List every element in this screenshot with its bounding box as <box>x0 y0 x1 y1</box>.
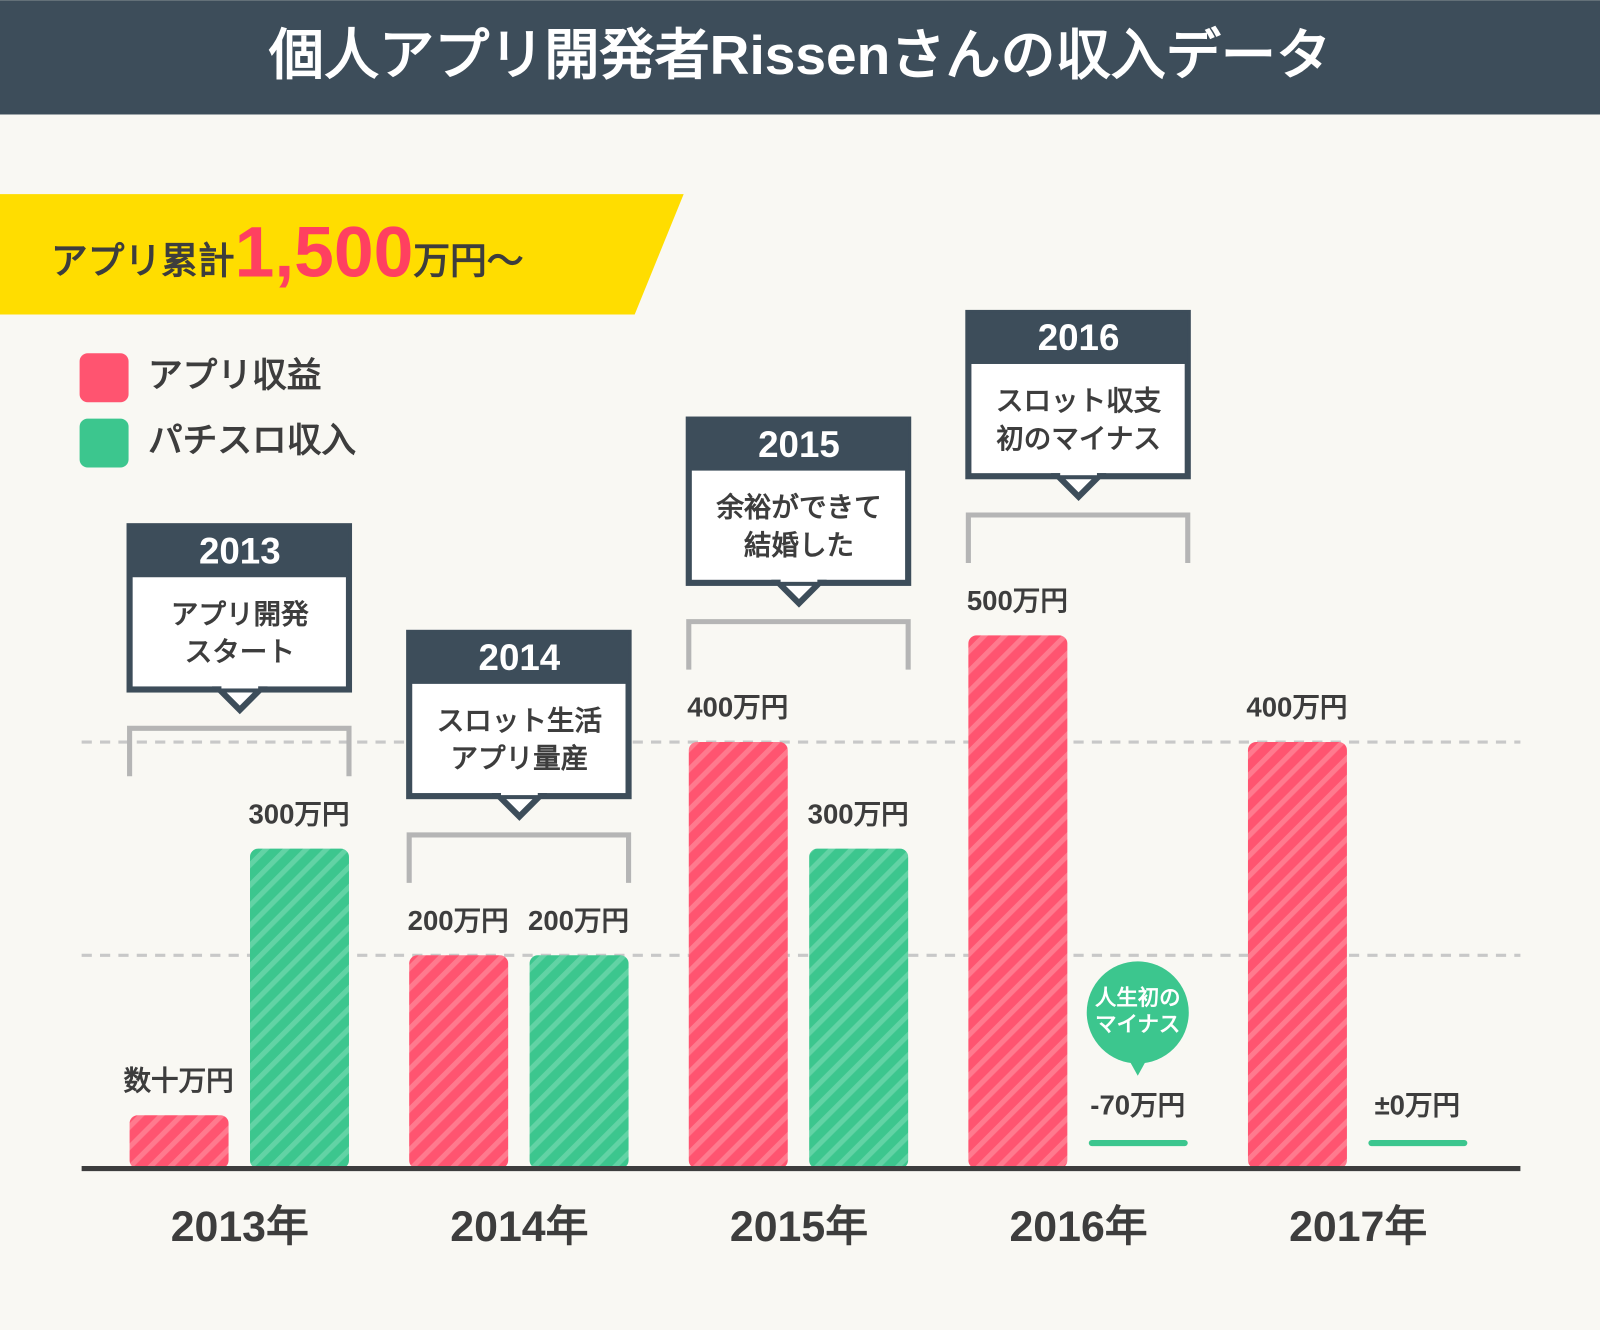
value-label: 200万円 <box>528 905 629 936</box>
callout-year: 2015 <box>758 424 840 465</box>
callout-text: スロット収支 <box>996 385 1162 416</box>
bubble-text: マイナス <box>1095 1012 1180 1036</box>
bar <box>409 955 509 1169</box>
x-tick-label: 2017年 <box>1289 1203 1427 1251</box>
legend-swatch <box>79 353 129 403</box>
bracket <box>406 832 632 883</box>
bubble-text: 人生初の <box>1095 985 1181 1010</box>
callout-text: 余裕ができて <box>715 492 881 523</box>
value-label: ±0万円 <box>1375 1090 1461 1121</box>
callout-header <box>409 632 629 684</box>
value-label: 300万円 <box>808 798 909 829</box>
callout-text: アプリ開発 <box>171 598 309 629</box>
callout-pointer <box>771 579 827 608</box>
callout-pointer <box>211 686 268 715</box>
value-label: 400万円 <box>687 692 788 723</box>
legend-swatch <box>79 418 129 468</box>
callout-text: スタート <box>185 636 295 667</box>
bar <box>968 635 1068 1169</box>
value-label: 500万円 <box>967 585 1068 616</box>
bar <box>688 742 788 1169</box>
value-label: 数十万円 <box>123 1065 233 1096</box>
callout-year: 2014 <box>479 637 561 678</box>
bubble-pointer <box>1127 1057 1148 1076</box>
callout-cover <box>221 683 259 689</box>
value-label: 400万円 <box>1246 692 1347 723</box>
callout-header <box>968 312 1188 364</box>
callout-pointer <box>1050 473 1107 501</box>
callout-text: 結婚した <box>744 529 854 560</box>
bar <box>1368 1140 1468 1147</box>
callout-header <box>688 419 909 471</box>
banner-text: アプリ累計1,500万円〜 <box>51 212 523 292</box>
value-label: 300万円 <box>248 798 349 829</box>
x-tick-label: 2013年 <box>171 1203 309 1251</box>
callout-text: スロット生活 <box>437 705 602 736</box>
bracket <box>686 619 911 670</box>
x-tick-label: 2015年 <box>730 1203 868 1251</box>
bar <box>250 848 349 1169</box>
callout-year: 2013 <box>199 530 281 571</box>
bar <box>1247 742 1347 1169</box>
value-label: 200万円 <box>408 905 509 936</box>
bar <box>129 1115 229 1169</box>
bar <box>529 955 629 1169</box>
callout-cover <box>501 790 538 796</box>
callout-header <box>129 526 349 578</box>
callout-cover <box>1060 470 1097 476</box>
chart-title: 個人アプリ開発者Rissenさんの収入データ <box>268 24 1331 86</box>
bar <box>809 848 909 1169</box>
callout-cover <box>780 576 818 582</box>
bracket <box>965 512 1191 563</box>
value-label: -70万円 <box>1090 1090 1185 1121</box>
legend-label: アプリ収益 <box>148 356 321 395</box>
callout-pointer <box>491 793 548 821</box>
x-tick-label: 2014年 <box>450 1203 588 1251</box>
bar <box>1088 1140 1188 1147</box>
legend-label: パチスロ収入 <box>148 421 356 460</box>
callout-text: アプリ量産 <box>451 743 589 774</box>
banner <box>0 194 684 315</box>
callout-text: 初のマイナス <box>996 423 1161 454</box>
callout-year: 2016 <box>1038 317 1120 358</box>
title-bar <box>0 0 1600 115</box>
x-tick-label: 2016年 <box>1009 1203 1147 1251</box>
bubble <box>1086 961 1189 1064</box>
bracket <box>127 725 352 777</box>
